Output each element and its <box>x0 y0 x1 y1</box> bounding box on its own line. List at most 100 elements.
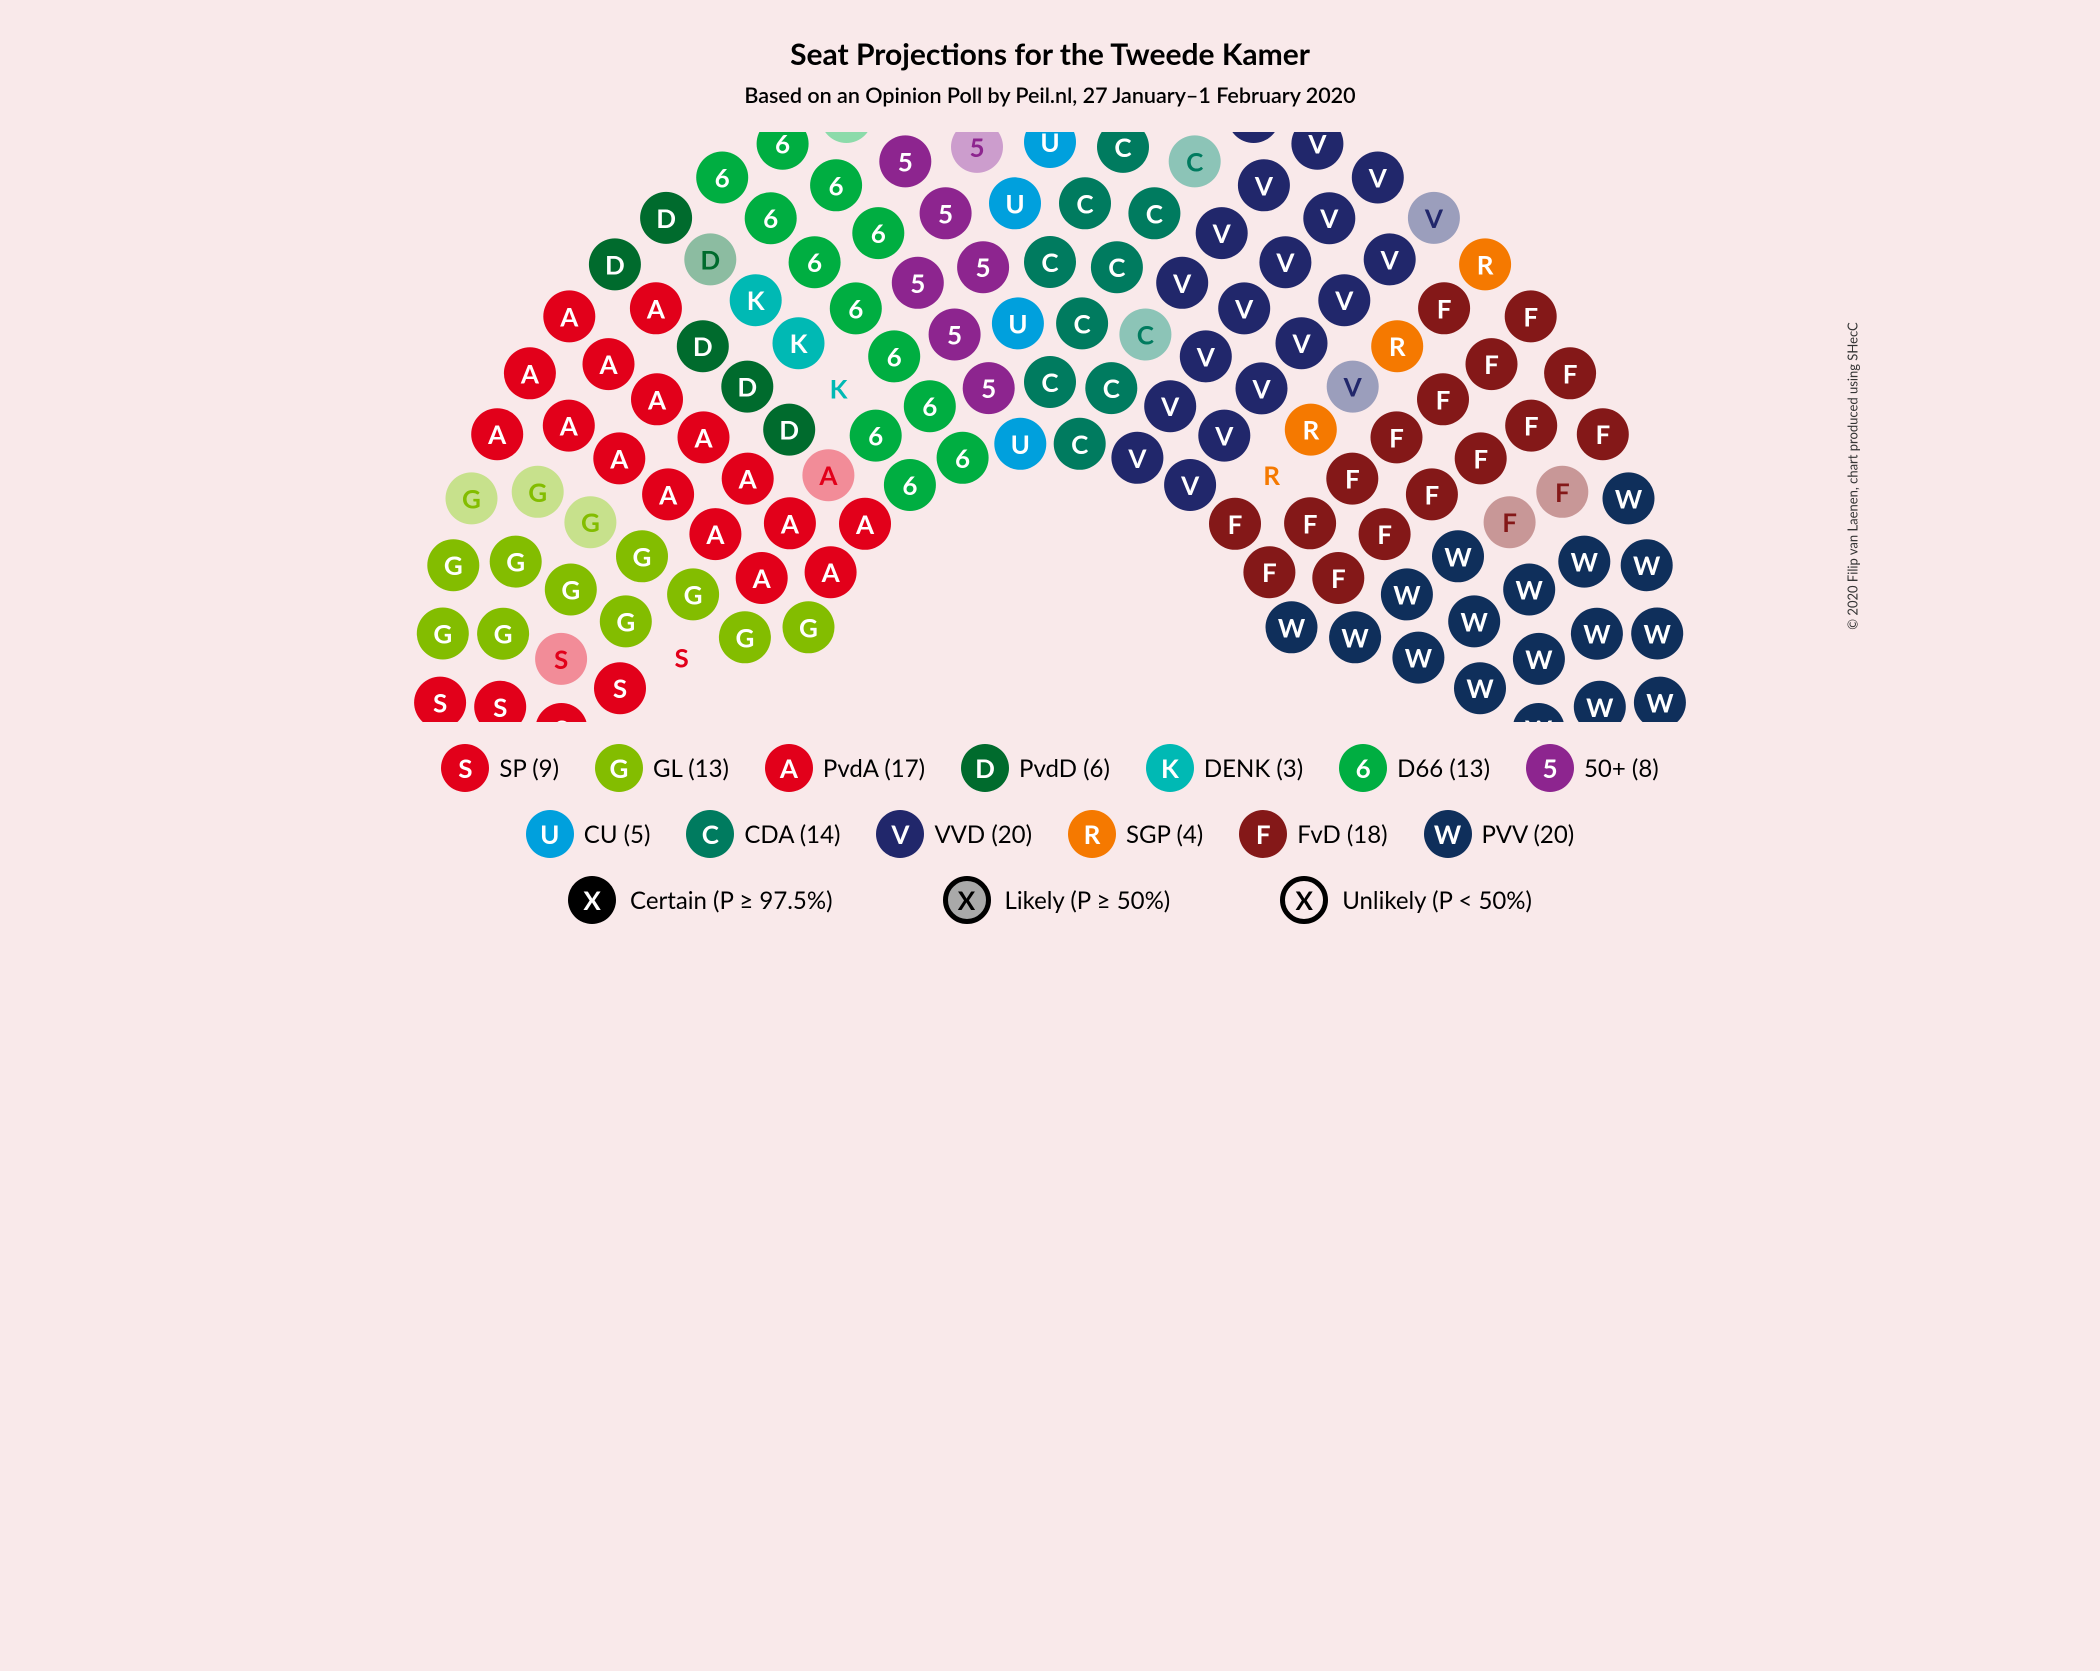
seat: W <box>1634 677 1686 722</box>
seat: F <box>1577 408 1629 460</box>
seat: S <box>414 677 466 722</box>
legend-swatch-icon: F <box>1239 810 1287 858</box>
seat: A <box>839 498 891 550</box>
seat: F <box>1536 466 1588 518</box>
svg-text:A: A <box>780 507 800 539</box>
seat: A <box>722 453 774 505</box>
probability-legend-label: Likely (P ≥ 50%) <box>1005 886 1171 915</box>
svg-text:W: W <box>1525 643 1553 675</box>
svg-text:G: G <box>684 578 703 610</box>
svg-text:V: V <box>1307 132 1327 160</box>
seat: W <box>1621 539 1673 591</box>
probability-swatch-icon: X <box>943 876 991 924</box>
svg-text:V: V <box>1180 469 1200 501</box>
seat: F <box>1371 411 1423 463</box>
seat: W <box>1329 611 1381 663</box>
svg-text:6: 6 <box>839 132 854 133</box>
seat: V <box>1164 459 1216 511</box>
seat: W <box>1266 601 1318 653</box>
seat: W <box>1448 595 1500 647</box>
legend-swatch-icon: K <box>1146 744 1194 792</box>
svg-text:A: A <box>821 556 841 588</box>
legend-swatch-icon: D <box>961 744 1009 792</box>
legend-label: D66 (13) <box>1397 754 1490 783</box>
seat: 6 <box>830 282 882 334</box>
legend-label: SP (9) <box>499 754 559 783</box>
seat: V <box>1352 152 1404 204</box>
seat: W <box>1503 564 1555 616</box>
svg-text:G: G <box>799 611 818 643</box>
svg-text:V: V <box>1212 217 1232 249</box>
legend-item: GGL (13) <box>595 744 729 792</box>
seat: G <box>512 466 564 518</box>
probability-legend-item: XCertain (P ≥ 97.5%) <box>568 876 832 924</box>
legend-label: VVD (20) <box>934 820 1032 849</box>
seat: 5 <box>951 132 1003 173</box>
svg-text:A: A <box>647 383 667 415</box>
seat: V <box>1111 432 1163 484</box>
seat: G <box>490 536 542 588</box>
seat: F <box>1455 432 1507 484</box>
svg-text:D: D <box>779 414 799 446</box>
svg-text:6: 6 <box>715 162 730 194</box>
seat: R <box>1285 404 1337 456</box>
seat: C <box>1169 135 1221 187</box>
svg-text:C: C <box>1071 428 1088 460</box>
seat: A <box>543 400 595 452</box>
svg-text:6: 6 <box>763 202 778 234</box>
seat: V <box>1327 361 1379 413</box>
svg-text:V: V <box>1319 202 1339 234</box>
svg-text:G: G <box>433 618 452 650</box>
seat: G <box>600 595 652 647</box>
legend-swatch-icon: R <box>1068 810 1116 858</box>
legend-swatch-icon: A <box>765 744 813 792</box>
seat: U <box>994 418 1046 470</box>
svg-text:G: G <box>462 482 481 514</box>
legend-swatch-icon: 6 <box>1339 744 1387 792</box>
svg-text:D: D <box>605 248 625 280</box>
svg-text:G: G <box>616 605 635 637</box>
seat: C <box>1056 297 1108 349</box>
legend-swatch-icon: 5 <box>1526 744 1574 792</box>
probability-legend-item: X Likely (P ≥ 50%) <box>943 876 1171 924</box>
seat: A <box>504 347 556 399</box>
seat: G <box>417 608 469 660</box>
legend-row: SSP (9)GGL (13)APvdA (17)DPvdD (6)KDENK … <box>300 744 1800 792</box>
svg-text:G: G <box>506 546 525 578</box>
svg-text:W: W <box>1586 691 1614 722</box>
seat: G <box>427 539 479 591</box>
seat: F <box>1418 282 1470 334</box>
svg-text:6: 6 <box>868 420 883 452</box>
svg-text:6: 6 <box>955 442 970 474</box>
svg-text:C: C <box>1186 145 1203 177</box>
svg-text:V: V <box>1343 371 1363 403</box>
legend-item: VVVD (20) <box>876 810 1032 858</box>
svg-text:W: W <box>1583 618 1611 650</box>
legend-item: SSP (9) <box>441 744 559 792</box>
seat: V <box>1259 236 1311 288</box>
legend-item: WPVV (20) <box>1424 810 1575 858</box>
svg-text:V: V <box>1334 284 1354 316</box>
seat: F <box>1359 508 1411 560</box>
svg-text:6: 6 <box>807 246 822 278</box>
seat: C <box>1085 362 1137 414</box>
seat: G <box>545 564 597 616</box>
seat: F <box>1312 552 1364 604</box>
seat: 5 <box>957 241 1009 293</box>
seat: V <box>1198 410 1250 462</box>
svg-text:S: S <box>613 672 627 704</box>
legend-label: PvdA (17) <box>823 754 925 783</box>
seat: F <box>1326 453 1378 505</box>
svg-text:U: U <box>1008 307 1027 339</box>
svg-text:A: A <box>559 410 579 442</box>
svg-text:W: W <box>1571 546 1599 578</box>
seat: R <box>1246 449 1298 501</box>
seat: A <box>805 546 857 598</box>
svg-text:G: G <box>444 549 463 581</box>
svg-text:A: A <box>598 348 618 380</box>
svg-text:U: U <box>1011 428 1030 460</box>
seat: A <box>689 508 741 560</box>
seat: A <box>583 338 635 390</box>
hemicycle-diagram: SSSSSSSSSGGGGGGGGGGGGGAAAAAAAAAAAAAAAAAD… <box>310 132 1790 722</box>
seat: F <box>1417 373 1469 425</box>
